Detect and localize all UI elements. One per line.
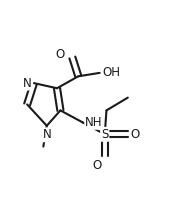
Text: N: N [42,128,51,141]
Text: NH: NH [85,116,103,129]
Text: O: O [55,48,65,61]
Text: N: N [23,77,31,90]
Text: OH: OH [102,66,120,79]
Text: O: O [130,128,140,141]
Text: O: O [92,159,101,172]
Text: S: S [101,128,109,141]
